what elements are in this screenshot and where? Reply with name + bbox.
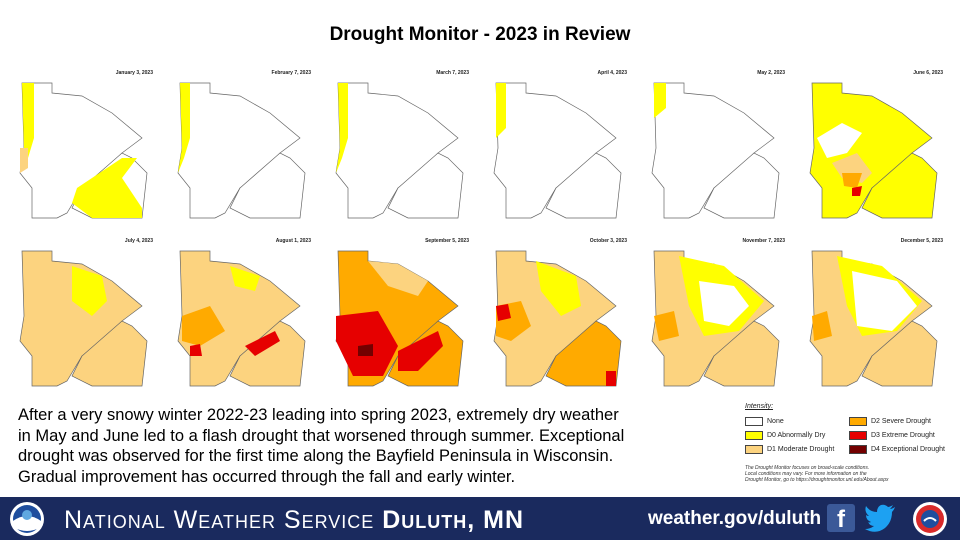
legend-item: D2 Severe Drought — [849, 417, 931, 426]
legend-label: D1 Moderate Drought — [767, 446, 835, 453]
drought-map-dec: December 5, 2023 — [802, 238, 947, 403]
map-date: November 7, 2023 — [742, 238, 785, 244]
legend-label: D3 Extreme Drought — [871, 432, 935, 439]
map-date: February 7, 2023 — [271, 70, 311, 76]
legend: Intensity: None D0 Abnormally Dry D1 Mod… — [745, 403, 955, 493]
legend-label: None — [767, 418, 784, 425]
legend-item: D3 Extreme Drought — [849, 431, 935, 440]
facebook-icon[interactable]: f — [827, 504, 855, 533]
drought-map-jan: January 3, 2023 — [12, 70, 157, 235]
map-image — [335, 250, 464, 387]
summary-line: drought was observed for the first time … — [18, 447, 614, 465]
legend-note-line: The Drought Monitor focuses on broad-sca… — [745, 465, 870, 471]
map-date: May 2, 2023 — [757, 70, 785, 76]
map-image — [177, 82, 306, 219]
drought-map-nov: November 7, 2023 — [644, 238, 789, 403]
org-prefix: National Weather Service — [64, 506, 383, 534]
drought-map-aug: August 1, 2023 — [170, 238, 315, 403]
org-office: Duluth, MN — [382, 506, 525, 534]
nws-logo-icon — [913, 502, 947, 536]
map-image — [493, 82, 622, 219]
nws-office-name: National Weather Service Duluth, MN — [64, 506, 524, 535]
map-date: March 7, 2023 — [436, 70, 469, 76]
drought-map-may: May 2, 2023 — [644, 70, 789, 235]
legend-swatch — [745, 445, 763, 454]
map-image — [809, 250, 938, 387]
map-date: June 6, 2023 — [913, 70, 943, 76]
map-date: October 3, 2023 — [589, 238, 627, 244]
noaa-logo-icon — [10, 502, 44, 536]
twitter-icon[interactable] — [864, 504, 896, 532]
legend-swatch — [849, 417, 867, 426]
legend-note-line: Drought Monitor, go to https://droughtmo… — [745, 477, 889, 483]
map-image — [651, 82, 780, 219]
summary-text: After a very snowy winter 2022-23 leadin… — [18, 405, 718, 487]
map-date: September 5, 2023 — [425, 238, 469, 244]
drought-map-mar: March 7, 2023 — [328, 70, 473, 235]
drought-map-feb: February 7, 2023 — [170, 70, 315, 235]
legend-title: Intensity: — [745, 403, 774, 410]
map-date: April 4, 2023 — [597, 70, 627, 76]
map-image — [19, 250, 148, 387]
map-image — [19, 82, 148, 219]
legend-swatch — [745, 417, 763, 426]
drought-map-sep: September 5, 2023 — [328, 238, 473, 403]
map-image — [177, 250, 306, 387]
footer-bar: National Weather Service Duluth, MN weat… — [0, 497, 960, 540]
legend-swatch — [849, 431, 867, 440]
legend-item: D0 Abnormally Dry — [745, 431, 825, 440]
legend-label: D4 Exceptional Drought — [871, 446, 945, 453]
drought-map-oct: October 3, 2023 — [486, 238, 631, 403]
legend-label: D0 Abnormally Dry — [767, 432, 826, 439]
map-image — [809, 82, 938, 219]
summary-line: After a very snowy winter 2022-23 leadin… — [18, 406, 619, 424]
map-date: January 3, 2023 — [115, 70, 153, 76]
drought-map-apr: April 4, 2023 — [486, 70, 631, 235]
legend-item: D4 Exceptional Drought — [849, 445, 945, 454]
legend-note-line: Local conditions may vary. For more info… — [745, 471, 867, 477]
map-date: July 4, 2023 — [124, 238, 153, 244]
legend-swatch — [745, 431, 763, 440]
map-image — [651, 250, 780, 387]
summary-line: Gradual improvement has occurred through… — [18, 467, 516, 486]
map-date: August 1, 2023 — [275, 238, 311, 244]
map-image — [493, 250, 622, 387]
drought-map-jul: July 4, 2023 — [12, 238, 157, 403]
website-link[interactable]: weather.gov/duluth — [648, 508, 822, 529]
summary-line: in May and June led to a flash drought t… — [18, 426, 625, 445]
legend-item: D1 Moderate Drought — [745, 445, 834, 454]
legend-label: D2 Severe Drought — [871, 418, 931, 425]
page-title: Drought Monitor - 2023 in Review — [329, 24, 631, 45]
legend-swatch — [849, 445, 867, 454]
legend-item: None — [745, 417, 784, 426]
map-date: December 5, 2023 — [900, 238, 943, 244]
map-image — [335, 82, 464, 219]
drought-map-jun: June 6, 2023 — [802, 70, 947, 235]
legend-note: The Drought Monitor focuses on broad-sca… — [745, 465, 955, 483]
